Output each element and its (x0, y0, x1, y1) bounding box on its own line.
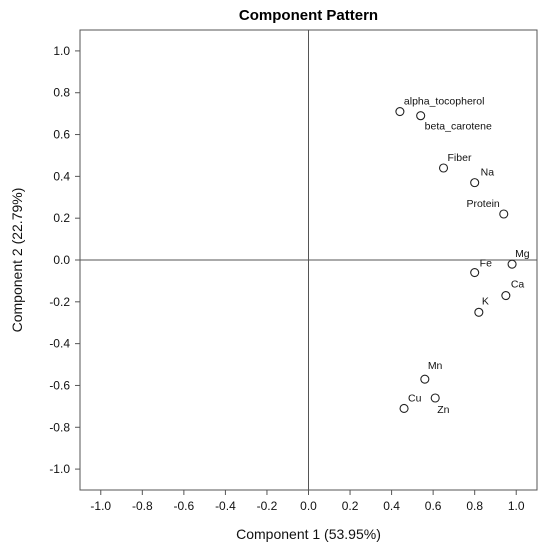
point-label: Zn (437, 404, 449, 416)
reference-lines (80, 30, 537, 490)
y-tick-label: -0.2 (49, 295, 70, 309)
y-tick-label: -0.4 (49, 337, 70, 351)
point-label: Ca (511, 279, 525, 291)
point-label: Fiber (448, 152, 472, 164)
point-label: Mg (515, 248, 530, 260)
y-tick-label: 0.4 (53, 169, 70, 183)
y-tick-label: 0.0 (53, 253, 70, 267)
point-label: Fe (480, 258, 492, 270)
data-point (399, 403, 409, 414)
x-tick-label: 0.2 (342, 499, 359, 513)
x-tick-label: -0.6 (174, 499, 195, 513)
x-axis: -1.0 -0.8 -0.6 -0.4 -0.2 0.0 0.2 0.4 0.6 0.8 1.0 (90, 490, 525, 513)
data-point (430, 393, 440, 403)
data-point (420, 374, 430, 384)
y-tick-label: -0.6 (49, 378, 70, 392)
y-axis-title: Component 2 (22.79%) (9, 188, 25, 333)
data-point (501, 290, 511, 301)
x-tick-label: 0.4 (383, 499, 400, 513)
data-point (438, 163, 449, 173)
x-tick-label: 0.6 (425, 499, 442, 513)
x-tick-label: -0.2 (257, 499, 278, 513)
y-axis: 1.0 0.8 0.6 0.4 0.2 0.0 -0.2 -0.4 -0.6 -0.8 -1.0 (49, 44, 80, 476)
data-point (395, 106, 405, 117)
data-point (470, 267, 480, 278)
x-tick-label: -1.0 (90, 499, 111, 513)
point-label: Cu (408, 392, 422, 404)
data-point (474, 307, 484, 317)
y-tick-label: -1.0 (49, 462, 70, 476)
point-label: Mn (428, 360, 443, 372)
point-label: beta_carotene (425, 121, 492, 133)
point-label: Protein (466, 198, 499, 210)
y-tick-label: 0.8 (53, 86, 70, 100)
y-tick-label: 0.6 (53, 128, 70, 142)
data-point (507, 259, 517, 269)
point-label: Na (481, 167, 495, 179)
point-label: K (482, 295, 489, 307)
point-label: alpha_tocopherol (404, 96, 485, 108)
x-tick-label: 0.0 (300, 499, 317, 513)
y-tick-label: 1.0 (53, 44, 70, 58)
x-tick-label: 1.0 (508, 499, 525, 513)
data-point (499, 209, 509, 219)
points-layer: alpha_tocopherol beta_carotene Fiber Na Prot… (395, 96, 530, 416)
x-axis-title: Component 1 (53.95%) (236, 526, 381, 542)
x-tick-label: -0.8 (132, 499, 153, 513)
chart-title: Component Pattern (239, 7, 378, 24)
y-tick-label: 0.2 (53, 211, 70, 225)
data-point (416, 111, 426, 121)
data-point (470, 178, 480, 188)
x-tick-label: -0.4 (215, 499, 236, 513)
y-tick-label: -0.8 (49, 420, 70, 434)
x-tick-label: 0.8 (466, 499, 483, 513)
